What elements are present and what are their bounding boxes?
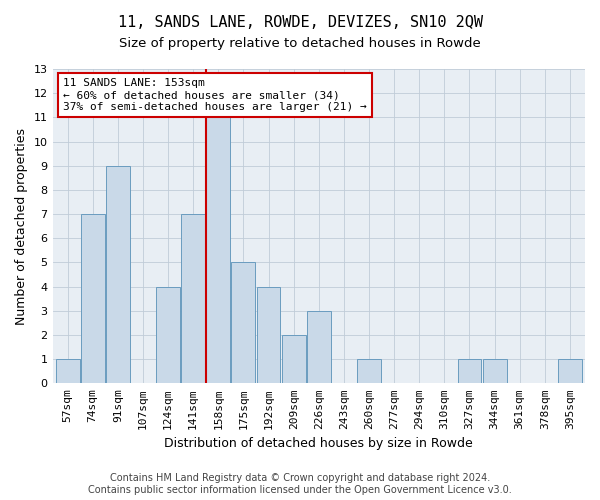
Text: Contains HM Land Registry data © Crown copyright and database right 2024.
Contai: Contains HM Land Registry data © Crown c… <box>88 474 512 495</box>
X-axis label: Distribution of detached houses by size in Rowde: Distribution of detached houses by size … <box>164 437 473 450</box>
Bar <box>206 118 230 384</box>
Bar <box>558 359 582 384</box>
Text: 11 SANDS LANE: 153sqm
← 60% of detached houses are smaller (34)
37% of semi-deta: 11 SANDS LANE: 153sqm ← 60% of detached … <box>63 78 367 112</box>
Text: Size of property relative to detached houses in Rowde: Size of property relative to detached ho… <box>119 38 481 51</box>
Bar <box>232 262 256 384</box>
Bar <box>482 359 506 384</box>
Bar <box>307 311 331 384</box>
Bar <box>181 214 205 384</box>
Bar <box>106 166 130 384</box>
Bar <box>257 286 280 384</box>
Bar <box>357 359 381 384</box>
Y-axis label: Number of detached properties: Number of detached properties <box>15 128 28 324</box>
Bar <box>282 335 305 384</box>
Bar <box>458 359 481 384</box>
Bar <box>81 214 104 384</box>
Bar <box>156 286 180 384</box>
Bar <box>56 359 80 384</box>
Text: 11, SANDS LANE, ROWDE, DEVIZES, SN10 2QW: 11, SANDS LANE, ROWDE, DEVIZES, SN10 2QW <box>118 15 482 30</box>
